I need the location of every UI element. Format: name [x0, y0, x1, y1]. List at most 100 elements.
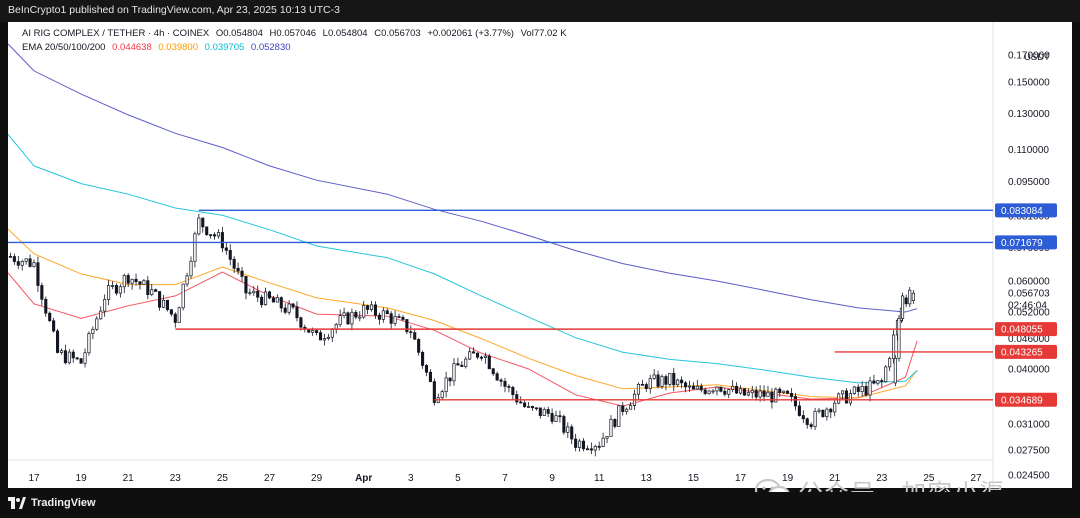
candle-up — [825, 408, 829, 418]
candle-down — [699, 385, 703, 391]
candle-up — [876, 380, 880, 384]
candle-down — [880, 380, 884, 383]
candle-up — [326, 336, 330, 339]
candle-up — [625, 408, 629, 412]
y-tick-label: 0.027500 — [1008, 446, 1050, 457]
candle-down — [173, 313, 177, 323]
candle-up — [609, 419, 613, 437]
x-tick-label: 29 — [311, 473, 323, 484]
candle-up — [758, 390, 762, 398]
candle-down — [295, 306, 299, 319]
y-tick-label: 0.046000 — [1008, 334, 1050, 345]
candle-up — [617, 405, 621, 427]
ema100-value: 0.039705 — [204, 42, 245, 53]
candle-up — [652, 374, 656, 379]
candle-down — [523, 402, 527, 407]
candle-down — [460, 364, 464, 367]
candle-up — [59, 350, 64, 353]
candle-up — [746, 392, 750, 396]
candle-down — [664, 376, 668, 385]
candle-up — [817, 409, 821, 412]
candle-down — [797, 405, 801, 416]
candle-up — [731, 385, 735, 390]
x-tick-label: 11 — [594, 473, 605, 484]
ema50-value: 0.039800 — [158, 42, 198, 53]
candle-down — [154, 289, 158, 292]
candle-down — [809, 424, 813, 427]
candle-up — [636, 383, 641, 395]
candle-up — [311, 330, 315, 333]
candle-up — [833, 402, 837, 413]
candle-down — [409, 331, 413, 334]
candle-up — [67, 351, 71, 364]
candle-down — [597, 445, 601, 448]
y-tick-label: 0.040000 — [1008, 364, 1050, 375]
candle-down — [801, 415, 805, 420]
candle-down — [621, 405, 625, 412]
candle-down — [872, 380, 876, 384]
level-label: 0.034689 — [1001, 395, 1043, 406]
candle-down — [12, 256, 16, 262]
candle-up — [892, 334, 896, 359]
candle-up — [676, 379, 680, 386]
candle-up — [848, 393, 852, 404]
candle-down — [8, 256, 12, 258]
candle-up — [122, 275, 126, 288]
ema20-value: 0.044638 — [112, 42, 152, 53]
candle-down — [267, 291, 272, 299]
candle-down — [421, 351, 425, 366]
candle-up — [707, 390, 711, 394]
candle-down — [389, 313, 393, 324]
candle-down — [236, 267, 240, 272]
candle-up — [95, 318, 99, 330]
candle-down — [656, 374, 660, 387]
candle-up — [695, 385, 699, 390]
tradingview-logo[interactable]: TradingView — [8, 497, 96, 509]
candle-down — [723, 390, 727, 395]
candle-up — [727, 389, 731, 395]
candle-up — [738, 388, 743, 394]
candle-up — [884, 366, 888, 383]
candle-up — [648, 378, 652, 389]
candle-down — [75, 357, 79, 360]
candle-down — [562, 416, 566, 433]
x-tick-label: 5 — [455, 473, 461, 484]
plot-area[interactable]: 0.170000 0.150000 0.130000 0.110000 0.095000… — [8, 22, 1072, 508]
candle-up — [860, 385, 864, 392]
publish-info: BeInCrypto1 published on TradingView.com… — [8, 4, 340, 16]
ohlc-legend: AI RIG COMPLEX / TETHER · 4h · COINEX O0… — [22, 28, 571, 39]
x-tick-label: 25 — [923, 473, 935, 484]
candle-up — [322, 338, 327, 341]
candle-down — [48, 312, 52, 322]
y-tick-label: 0.052000 — [1008, 308, 1050, 319]
candle-down — [291, 303, 295, 308]
candle-down — [479, 356, 484, 359]
price-chart[interactable]: 0.170000 0.150000 0.130000 0.110000 0.095000… — [8, 22, 1072, 488]
candle-down — [205, 226, 209, 235]
candle-up — [660, 376, 664, 387]
candle-up — [330, 329, 334, 338]
x-tick-label: 23 — [876, 473, 888, 484]
x-tick-label: 19 — [782, 473, 794, 484]
candle-up — [177, 307, 181, 323]
candle-up — [393, 316, 397, 324]
candle-down — [530, 406, 535, 409]
candle-down — [299, 317, 303, 328]
candle-down — [735, 385, 739, 394]
y-tick-label: 0.150000 — [1008, 78, 1050, 89]
y-tick-label: 0.060000 — [1008, 276, 1050, 287]
candle-down — [385, 310, 389, 315]
candle-down — [201, 217, 205, 228]
x-tick-label: 27 — [970, 473, 982, 484]
candle-up — [248, 292, 252, 295]
candle-up — [20, 261, 24, 266]
candle-up — [358, 316, 362, 319]
plot-background — [8, 22, 993, 460]
publish-header: BeInCrypto1 published on TradingView.com… — [0, 0, 1080, 22]
candle-down — [585, 448, 589, 451]
candle-down — [538, 407, 542, 416]
candle-up — [868, 380, 872, 396]
x-tick-label: Apr — [355, 473, 372, 484]
candle-up — [181, 283, 185, 309]
